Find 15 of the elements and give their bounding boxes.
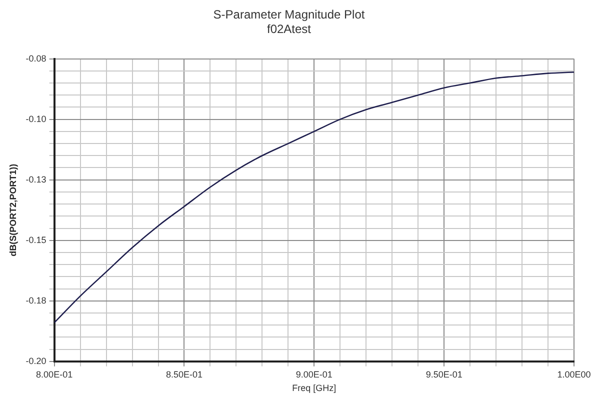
x-tick-label: 9.00E-01	[296, 369, 332, 380]
y-axis-title: dB(S(PORT2,PORT1))	[8, 164, 18, 256]
y-tick-label: -0.15	[26, 234, 46, 245]
x-tick-label: 1.00E00	[557, 369, 591, 380]
x-tick-label: 9.50E-01	[426, 369, 462, 380]
y-tick-label: -0.13	[26, 174, 46, 184]
chart-subtitle: f02Atest	[266, 22, 312, 36]
y-tick-label: -0.18	[26, 295, 46, 306]
chart-title: S-Parameter Magnitude Plot	[213, 8, 366, 22]
y-tick-label: -0.08	[26, 53, 46, 64]
y-tick-label: -0.20	[26, 356, 46, 366]
x-axis-title: Freq [GHz]	[292, 383, 336, 394]
y-tick-label: -0.10	[26, 114, 46, 124]
x-tick-label: 8.00E-01	[36, 369, 73, 380]
x-tick-label: 8.50E-01	[166, 369, 202, 380]
